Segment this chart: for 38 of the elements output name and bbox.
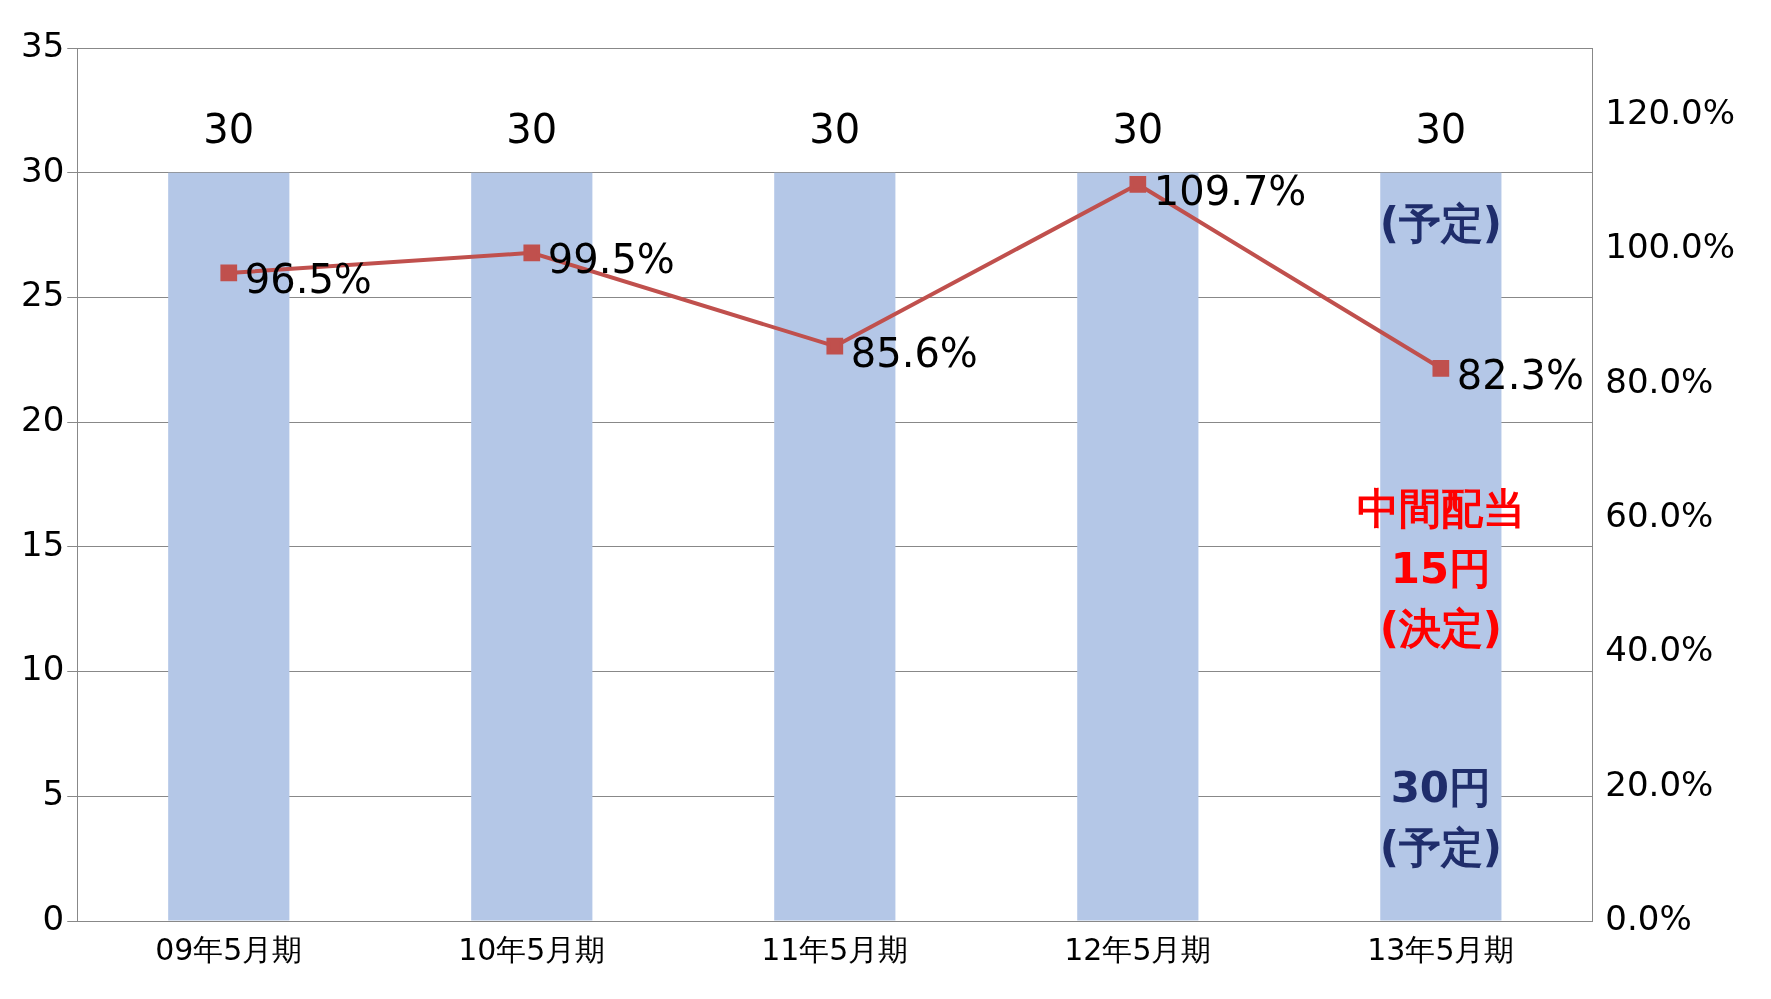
y2-tick-label: 100.0% bbox=[1605, 226, 1736, 267]
y2-tick-label: 0.0% bbox=[1605, 897, 1692, 938]
data-label: 85.6% bbox=[850, 329, 978, 376]
data-label: 99.5% bbox=[547, 236, 675, 283]
annotation: 30円 (予定) bbox=[1379, 762, 1503, 872]
y-tick-label: 30 bbox=[21, 149, 65, 190]
annotation: 中間配当 15円 (決定) bbox=[1356, 483, 1525, 653]
x-tick-label: 11年5月期 bbox=[761, 931, 909, 967]
point bbox=[220, 264, 238, 282]
y-tick-label: 35 bbox=[21, 24, 65, 65]
y2-tick-label: 20.0% bbox=[1605, 763, 1714, 804]
x-tick-label: 13年5月期 bbox=[1367, 931, 1515, 967]
data-label: 30 bbox=[1112, 106, 1164, 153]
annotation: (予定) bbox=[1379, 198, 1503, 248]
y2-tick-label: 60.0% bbox=[1605, 494, 1714, 535]
x-tick-label: 12年5月期 bbox=[1064, 931, 1212, 967]
y-tick-label: 15 bbox=[21, 523, 65, 564]
y-tick-label: 5 bbox=[42, 773, 65, 814]
data-label: 30 bbox=[506, 106, 558, 153]
point bbox=[1129, 175, 1147, 193]
y-tick-label: 25 bbox=[21, 274, 65, 315]
y2-tick-label: 120.0% bbox=[1605, 91, 1736, 132]
y-tick-label: 20 bbox=[21, 398, 65, 439]
y-tick-label: 0 bbox=[42, 897, 65, 938]
y2-tick-label: 40.0% bbox=[1605, 629, 1714, 670]
data-label: 30 bbox=[203, 106, 255, 153]
x-tick-label: 10年5月期 bbox=[458, 931, 606, 967]
data-label: 96.5% bbox=[244, 256, 372, 303]
data-label: 30 bbox=[809, 106, 861, 153]
point bbox=[1432, 359, 1450, 377]
data-label: 109.7% bbox=[1153, 167, 1307, 214]
y-tick-label: 10 bbox=[21, 648, 65, 689]
point bbox=[826, 337, 844, 355]
data-label: 82.3% bbox=[1456, 351, 1584, 398]
y2-tick-label: 80.0% bbox=[1605, 360, 1714, 401]
point bbox=[523, 244, 541, 262]
data-label: 30 bbox=[1415, 106, 1467, 153]
x-tick-label: 09年5月期 bbox=[155, 931, 303, 967]
